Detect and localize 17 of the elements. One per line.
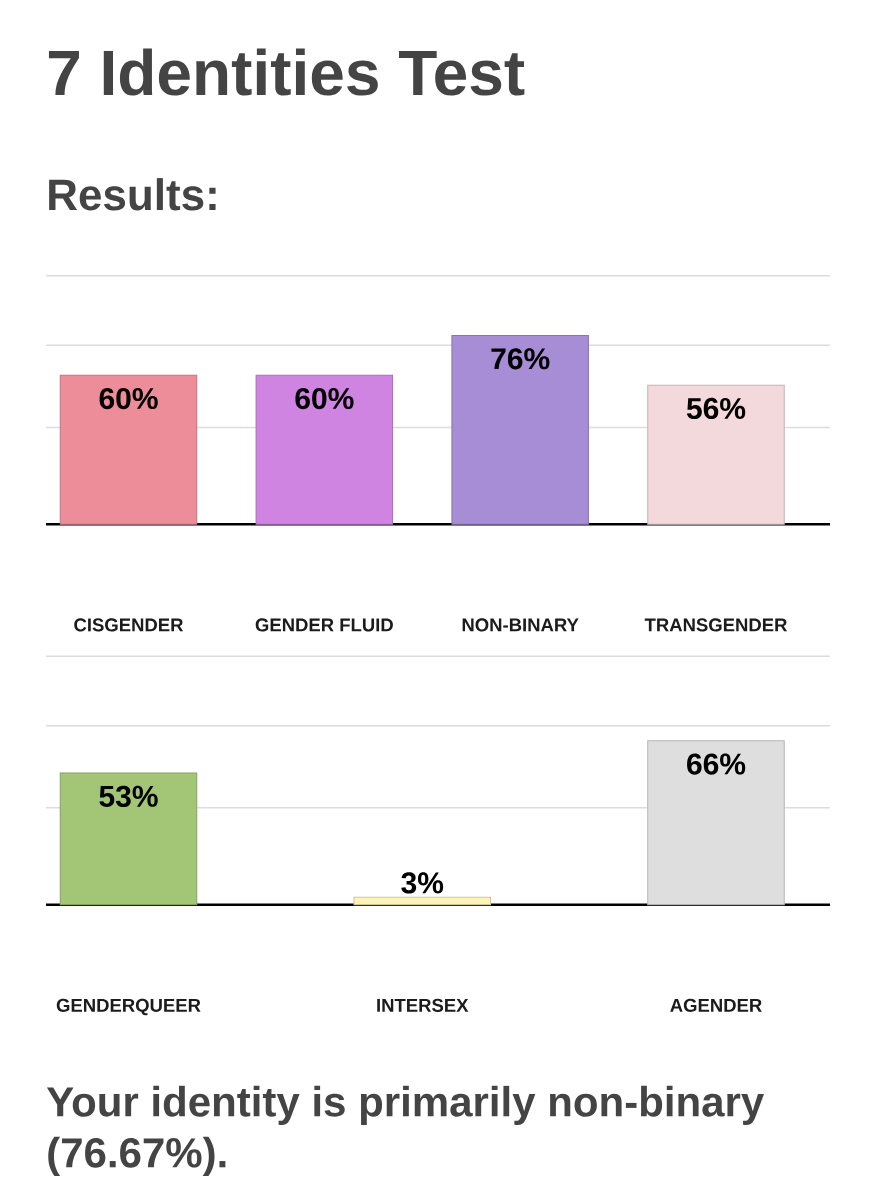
data-label: 60% (295, 387, 354, 410)
x-tick-label: AGENDER (670, 998, 762, 1012)
x-tick-label: GENDER FLUID (255, 618, 393, 632)
text: Your identity is primarily non-binary (76.67%). (46, 1085, 764, 1177)
data-label: 76% (491, 348, 550, 370)
data-label: 66% (687, 753, 746, 775)
x-tick-label: CISGENDER (74, 618, 184, 632)
x-tick-label: TRANSGENDER (644, 618, 788, 632)
x-tick-label: INTERSEX (377, 998, 469, 1012)
chart-subtitle: Results: (49, 178, 216, 211)
chart-title: 7 Identities Test (48, 48, 525, 96)
x-tick-label: GENDERQUEER (56, 998, 201, 1016)
data-label: 56% (686, 397, 746, 420)
x-tick-label: NON-BINARY (462, 618, 579, 632)
data-label: 60% (99, 387, 158, 410)
data-label: 53% (99, 785, 158, 807)
data-label: 3% (401, 872, 444, 894)
